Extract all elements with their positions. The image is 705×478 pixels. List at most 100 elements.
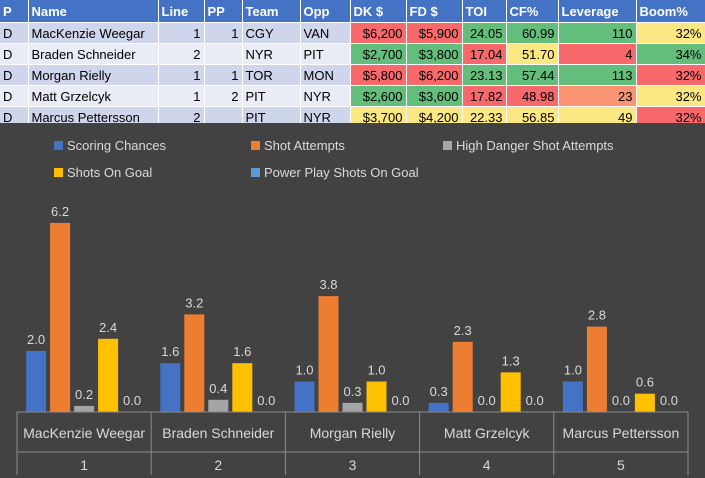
table-cell: $3,600 xyxy=(406,85,463,107)
x-group-label: 2 xyxy=(214,457,222,473)
table-cell: CGY xyxy=(242,22,301,44)
table-cell: $2,600 xyxy=(350,85,407,107)
bar xyxy=(634,393,655,412)
data-label: 0.0 xyxy=(391,393,409,408)
table-cell: $5,900 xyxy=(406,22,463,44)
data-label: 0.0 xyxy=(257,393,275,408)
table-cell: D xyxy=(0,106,29,127)
legend-label: Power Play Shots On Goal xyxy=(264,165,419,180)
table-cell: 32% xyxy=(636,85,705,107)
column-header: P xyxy=(0,0,29,23)
column-header: Leverage xyxy=(558,0,637,23)
table-row: D Matt Grzelcyk 1 2 PIT NYR $2,600 $3,600 17.82 4… xyxy=(0,85,705,107)
data-label: 1.0 xyxy=(564,363,582,378)
bar xyxy=(366,381,387,412)
data-label: 2.0 xyxy=(27,332,45,347)
player-shots-chart: Scoring Chances Shot Attempts High Danger … xyxy=(0,123,705,478)
bar xyxy=(74,405,95,412)
table-cell: MON xyxy=(300,64,351,86)
data-label: 3.8 xyxy=(319,277,337,292)
data-label: 0.0 xyxy=(123,393,141,408)
table-cell: 60.99 xyxy=(506,22,559,44)
data-label: 1.0 xyxy=(367,363,385,378)
data-label: 0.3 xyxy=(430,384,448,399)
table-cell: Matt Grzelcyk xyxy=(28,85,159,107)
data-label: 6.2 xyxy=(51,204,69,219)
data-label: 0.3 xyxy=(343,384,361,399)
data-label: 2.3 xyxy=(454,323,472,338)
table-cell: 48.98 xyxy=(506,85,559,107)
x-group-label: 3 xyxy=(349,457,357,473)
data-label: 1.0 xyxy=(295,363,313,378)
table-cell: 51.70 xyxy=(506,43,559,65)
table-cell: PIT xyxy=(242,85,301,107)
table-cell: 1 xyxy=(204,64,243,86)
data-label: 0.4 xyxy=(209,381,227,396)
data-label: 1.6 xyxy=(233,344,251,359)
table-cell: 34% xyxy=(636,43,705,65)
player-stats-table: P Name Line PP Team Opp DK $ FD $ TOI CF% Leverage… xyxy=(0,0,705,127)
table-cell: D xyxy=(0,43,29,65)
table-cell: 49 xyxy=(558,106,637,127)
table-cell: PIT xyxy=(300,43,351,65)
table-cell: 2 xyxy=(158,106,205,127)
table-cell: $6,200 xyxy=(406,64,463,86)
column-header: CF% xyxy=(506,0,559,23)
table-cell xyxy=(204,43,243,65)
bar xyxy=(428,402,449,412)
table-cell: 4 xyxy=(558,43,637,65)
legend-swatch xyxy=(251,141,260,150)
table-cell: MacKenzie Weegar xyxy=(28,22,159,44)
table-cell: 23 xyxy=(558,85,637,107)
table-cell: TOR xyxy=(242,64,301,86)
column-header: FD $ xyxy=(406,0,463,23)
legend-label: Scoring Chances xyxy=(67,138,166,153)
bar xyxy=(500,372,521,412)
table-cell: D xyxy=(0,64,29,86)
table-header-row: P Name Line PP Team Opp DK $ FD $ TOI CF% Leverage… xyxy=(0,0,705,23)
x-tick-label: Morgan Rielly xyxy=(310,425,396,441)
table-cell: Braden Schneider xyxy=(28,43,159,65)
data-label: 3.2 xyxy=(185,295,203,310)
x-group-label: 4 xyxy=(483,457,491,473)
data-label: 0.0 xyxy=(612,393,630,408)
legend-label: Shots On Goal xyxy=(67,165,152,180)
table-cell: $6,200 xyxy=(350,22,407,44)
column-header: Opp xyxy=(300,0,351,23)
data-label: 0.0 xyxy=(526,393,544,408)
table-cell: 24.05 xyxy=(462,22,507,44)
data-label: 2.4 xyxy=(99,320,117,335)
table-cell: $5,800 xyxy=(350,64,407,86)
table-row: D Braden Schneider 2 NYR PIT $2,700 $3,800 17.0… xyxy=(0,43,705,65)
legend-label: Shot Attempts xyxy=(264,138,345,153)
bar xyxy=(318,296,339,412)
column-header: Team xyxy=(242,0,301,23)
table-cell: 110 xyxy=(558,22,637,44)
bar xyxy=(26,351,47,412)
column-header: Line xyxy=(158,0,205,23)
table-row: D Marcus Pettersson 2 PIT NYR $3,700 $4,200 22.… xyxy=(0,106,705,127)
x-group-label: 5 xyxy=(617,457,625,473)
legend-label: High Danger Shot Attempts xyxy=(456,138,614,153)
x-tick-label: Marcus Pettersson xyxy=(563,425,680,441)
table-cell: 2 xyxy=(158,43,205,65)
bar xyxy=(294,381,315,412)
table-cell xyxy=(204,106,243,127)
table-cell: $4,200 xyxy=(406,106,463,127)
table-cell: $3,800 xyxy=(406,43,463,65)
table-cell: 1 xyxy=(158,85,205,107)
table-cell: D xyxy=(0,85,29,107)
bar xyxy=(160,363,181,412)
table-cell: 23.13 xyxy=(462,64,507,86)
data-label: 1.6 xyxy=(161,344,179,359)
column-header: PP xyxy=(204,0,243,23)
legend-swatch xyxy=(251,168,260,177)
table-cell: 32% xyxy=(636,64,705,86)
data-label: 0.2 xyxy=(75,387,93,402)
table-cell: 17.82 xyxy=(462,85,507,107)
table-cell: 17.04 xyxy=(462,43,507,65)
table-cell: NYR xyxy=(300,85,351,107)
bar xyxy=(98,338,119,412)
table-cell: $2,700 xyxy=(350,43,407,65)
table-cell: 56.85 xyxy=(506,106,559,127)
